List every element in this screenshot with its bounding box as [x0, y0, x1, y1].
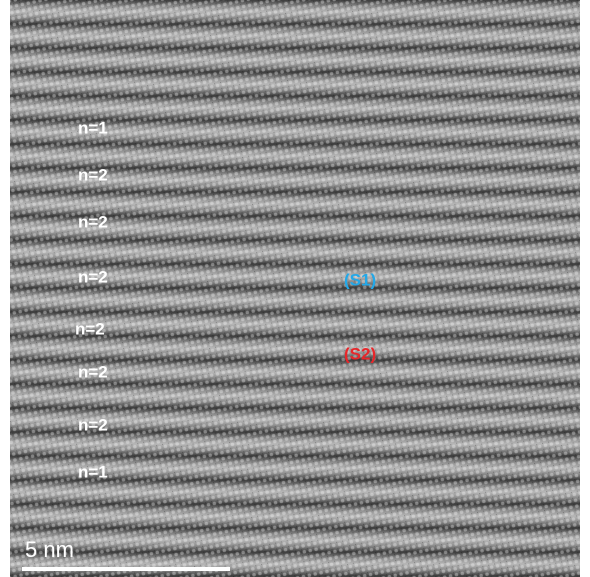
atomic-columns	[10, 0, 580, 577]
layer-label: n=2	[78, 267, 108, 286]
scale-bar-label: 5 nm	[25, 537, 74, 562]
layer-label: n=2	[78, 212, 108, 231]
micrograph: 5 nm n=1 n=2 n=2 n=2 n=2 n=2 n=2 n=1 (S1) (S2)	[0, 0, 590, 577]
region-label: (S1)	[344, 270, 376, 289]
layer-label: n=1	[78, 462, 108, 481]
region-label: (S2)	[344, 344, 376, 363]
layer-label: n=2	[78, 362, 108, 381]
page: 5 nm n=1n=2n=2n=2n=2n=2n=2n=1(S1)(S2) ((…	[0, 0, 590, 577]
layer-label: n=2	[78, 165, 108, 184]
layer-label: n=1	[78, 118, 108, 137]
layer-label: n=2	[75, 319, 105, 338]
layer-label: n=2	[78, 415, 108, 434]
